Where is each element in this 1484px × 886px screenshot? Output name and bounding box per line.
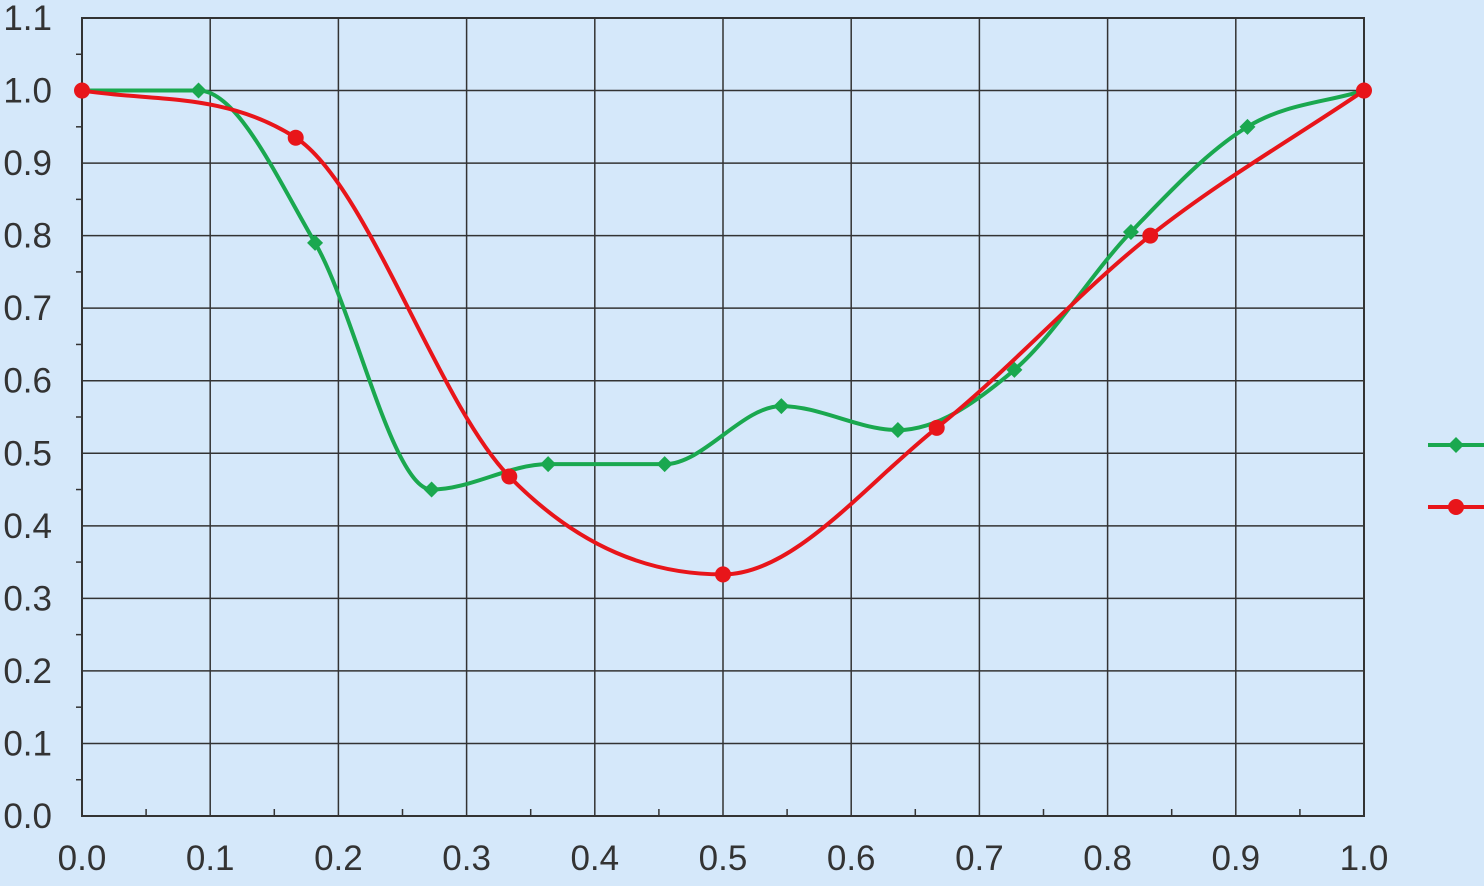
series-1-point bbox=[307, 234, 324, 251]
series-2-point bbox=[74, 82, 90, 99]
y-tick-label: 0.0 bbox=[3, 797, 52, 836]
series-2 bbox=[74, 82, 1372, 583]
y-tick-label: 0.6 bbox=[3, 362, 52, 401]
legend-entry-2 bbox=[1428, 499, 1484, 515]
x-tick-label: 0.7 bbox=[955, 839, 1004, 878]
y-tick-label: 1.0 bbox=[3, 72, 52, 111]
y-tick-label: 0.2 bbox=[3, 652, 52, 691]
series-2-point bbox=[715, 566, 731, 583]
y-tick-label: 0.8 bbox=[3, 217, 52, 256]
x-tick-label: 1.0 bbox=[1340, 839, 1389, 878]
series-1-point bbox=[889, 422, 906, 439]
series-1-point bbox=[1239, 118, 1256, 135]
series-1-point bbox=[1122, 224, 1139, 241]
x-tick-label: 0.6 bbox=[827, 839, 876, 878]
series-1-point bbox=[423, 481, 440, 498]
y-tick-label: 0.1 bbox=[3, 724, 52, 763]
series-1-line bbox=[80, 88, 1366, 492]
x-tick-label: 0.0 bbox=[58, 839, 107, 878]
series-1-point bbox=[1006, 361, 1023, 378]
x-tick-label: 0.2 bbox=[314, 839, 363, 878]
x-tick-label: 0.1 bbox=[186, 839, 235, 878]
x-tick-label: 0.3 bbox=[442, 839, 491, 878]
plot-border bbox=[81, 17, 1365, 817]
legend-entry-1 bbox=[1428, 437, 1484, 453]
series-2-point bbox=[928, 419, 945, 436]
legend bbox=[1428, 437, 1484, 515]
x-tick-label: 0.9 bbox=[1211, 839, 1260, 878]
series-2-point bbox=[501, 468, 518, 485]
x-tick-label: 0.5 bbox=[699, 839, 748, 878]
minor-ticks bbox=[76, 53, 1301, 816]
series-1-point bbox=[190, 82, 207, 99]
series-1-point bbox=[656, 456, 673, 473]
grid bbox=[81, 17, 1365, 817]
legend-swatch-marker bbox=[1448, 437, 1464, 453]
x-tick-label: 0.4 bbox=[570, 839, 619, 878]
y-tick-label: 0.3 bbox=[3, 579, 52, 618]
y-tick-label: 0.7 bbox=[3, 289, 52, 328]
y-tick-label: 0.4 bbox=[3, 507, 52, 546]
y-tick-label: 0.5 bbox=[3, 434, 52, 473]
series-layer bbox=[74, 82, 1372, 583]
series-1-point bbox=[773, 398, 790, 415]
y-tick-label: 1.1 bbox=[3, 0, 52, 38]
series-2-point bbox=[1142, 227, 1159, 244]
series-2-point bbox=[287, 129, 304, 146]
x-tick-label: 0.8 bbox=[1083, 839, 1132, 878]
y-axis-tick-labels: 0.0 0.1 0.2 0.3 0.4 0.5 0.6 0.7 0.8 0.9 1.0 1.1 bbox=[3, 0, 52, 836]
plot-frame bbox=[81, 17, 1365, 817]
series-2-point bbox=[1356, 82, 1372, 99]
series-1-point bbox=[540, 456, 557, 473]
legend-swatch-marker bbox=[1448, 499, 1464, 515]
x-axis-tick-labels: 0.0 0.1 0.2 0.3 0.4 0.5 0.6 0.7 0.8 0.9 1.0 bbox=[58, 839, 1389, 878]
y-tick-label: 0.9 bbox=[3, 144, 52, 183]
